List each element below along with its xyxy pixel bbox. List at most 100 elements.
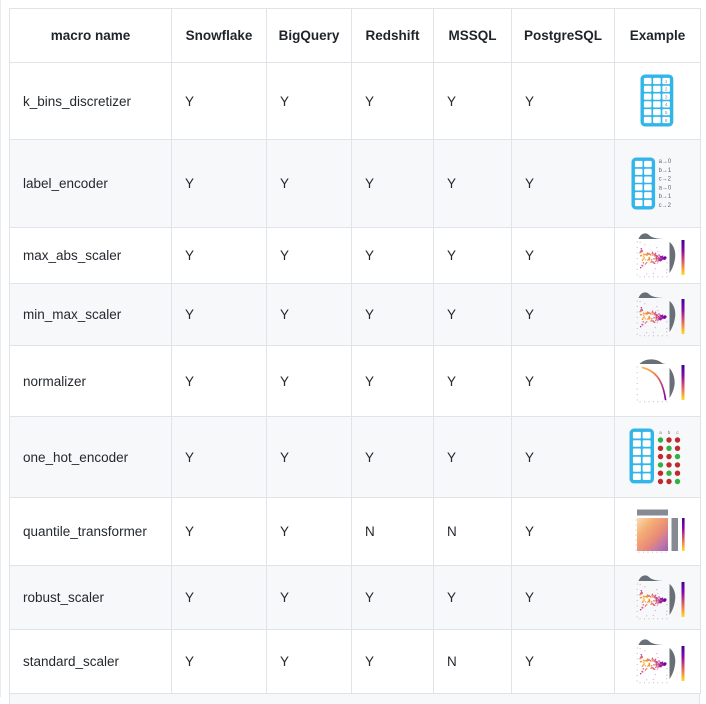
table-row-quantile_transformer: quantile_transformer Y Y N N Y bbox=[9, 497, 701, 566]
bigquery-support-cell: Y bbox=[266, 283, 352, 346]
bigquery-support-cell: Y bbox=[266, 497, 352, 566]
redshift-support-cell: Y bbox=[351, 565, 434, 630]
table-row-standard_scaler: standard_scaler Y Y Y N Y bbox=[9, 629, 701, 694]
example-cell bbox=[614, 345, 701, 417]
macro-name-cell: min_max_scaler bbox=[9, 283, 172, 346]
mssql-support-cell: Y bbox=[433, 416, 512, 498]
snowflake-support-cell: Y bbox=[171, 497, 267, 566]
macro-support-table: macro name Snowflake BigQuery Redshift MSSQL… bbox=[9, 8, 701, 694]
svg-text:2: 2 bbox=[665, 87, 668, 93]
svg-text:b: b bbox=[667, 430, 670, 435]
example-cell bbox=[614, 565, 701, 630]
bigquery-support-cell: Y bbox=[266, 416, 352, 498]
macro-name-cell: max_abs_scaler bbox=[9, 227, 172, 284]
bigquery-support-cell: Y bbox=[266, 565, 352, 630]
example-cell: a→0 b→1 c→2 a→0 b→1 c→2 bbox=[614, 139, 701, 228]
snowflake-support-cell: Y bbox=[171, 565, 267, 630]
uniform-heatmap-icon bbox=[616, 507, 700, 557]
bigquery-support-cell: Y bbox=[266, 62, 352, 140]
svg-text:c→2: c→2 bbox=[658, 176, 671, 182]
table-row-normalizer: normalizer Y Y Y Y Y bbox=[9, 345, 701, 417]
column-header-redshift: Redshift bbox=[351, 8, 434, 63]
column-header-bigquery: BigQuery bbox=[266, 8, 352, 63]
macro-name-cell: normalizer bbox=[9, 345, 172, 417]
scatter-jointplot-icon bbox=[616, 231, 700, 281]
example-cell bbox=[614, 497, 701, 566]
bigquery-support-cell: Y bbox=[266, 629, 352, 694]
bigquery-support-cell: Y bbox=[266, 345, 352, 417]
bigquery-support-cell: Y bbox=[266, 227, 352, 284]
svg-text:b→1: b→1 bbox=[658, 194, 671, 200]
snowflake-support-cell: Y bbox=[171, 227, 267, 284]
redshift-support-cell: Y bbox=[351, 416, 434, 498]
svg-text:3: 3 bbox=[665, 94, 668, 100]
snowflake-support-cell: Y bbox=[171, 139, 267, 228]
example-cell bbox=[614, 629, 701, 694]
postgresql-support-cell: Y bbox=[511, 565, 615, 630]
snowflake-support-cell: Y bbox=[171, 629, 267, 694]
mssql-support-cell: Y bbox=[433, 62, 512, 140]
macro-name-cell: quantile_transformer bbox=[9, 497, 172, 566]
svg-text:a: a bbox=[659, 430, 662, 435]
postgresql-support-cell: Y bbox=[511, 227, 615, 284]
table-row-k_bins_discretizer: k_bins_discretizer Y Y Y Y Y 1 2 3 4 5 6 bbox=[9, 62, 701, 140]
mssql-support-cell: Y bbox=[433, 345, 512, 417]
svg-text:6: 6 bbox=[665, 118, 668, 124]
scatter-jointplot-icon bbox=[616, 637, 700, 687]
mssql-support-cell: Y bbox=[433, 283, 512, 346]
mssql-support-cell: Y bbox=[433, 227, 512, 284]
snowflake-support-cell: Y bbox=[171, 416, 267, 498]
postgresql-support-cell: Y bbox=[511, 629, 615, 694]
macro-name-cell: standard_scaler bbox=[9, 629, 172, 694]
mssql-support-cell: N bbox=[433, 629, 512, 694]
table-row-robust_scaler: robust_scaler Y Y Y Y Y bbox=[9, 565, 701, 630]
column-header-name: macro name bbox=[9, 8, 172, 63]
postgresql-support-cell: Y bbox=[511, 497, 615, 566]
snowflake-support-cell: Y bbox=[171, 283, 267, 346]
snowflake-support-cell: Y bbox=[171, 345, 267, 417]
redshift-support-cell: Y bbox=[351, 227, 434, 284]
bigquery-support-cell: Y bbox=[266, 139, 352, 228]
redshift-support-cell: Y bbox=[351, 345, 434, 417]
svg-text:b→1: b→1 bbox=[658, 167, 671, 173]
mssql-support-cell: Y bbox=[433, 565, 512, 630]
scatter-jointplot-icon bbox=[616, 573, 700, 623]
column-header-snowflake: Snowflake bbox=[171, 8, 267, 63]
svg-text:1: 1 bbox=[665, 79, 668, 85]
table-row-min_max_scaler: min_max_scaler Y Y Y Y Y bbox=[9, 283, 701, 346]
snowflake-support-cell: Y bbox=[171, 62, 267, 140]
svg-text:c→2: c→2 bbox=[658, 203, 671, 209]
postgresql-support-cell: Y bbox=[511, 416, 615, 498]
redshift-support-cell: N bbox=[351, 497, 434, 566]
macro-name-cell: label_encoder bbox=[9, 139, 172, 228]
example-cell bbox=[614, 227, 701, 284]
redshift-support-cell: Y bbox=[351, 283, 434, 346]
scatter-jointplot-icon bbox=[616, 290, 700, 340]
mssql-support-cell: N bbox=[433, 497, 512, 566]
table-header: macro name Snowflake BigQuery Redshift MSSQL… bbox=[9, 8, 701, 63]
svg-text:5: 5 bbox=[665, 110, 668, 116]
macro-name-cell: robust_scaler bbox=[9, 565, 172, 630]
postgresql-support-cell: Y bbox=[511, 345, 615, 417]
macro-name-cell: one_hot_encoder bbox=[9, 416, 172, 498]
redshift-support-cell: Y bbox=[351, 139, 434, 228]
svg-text:a→0: a→0 bbox=[658, 159, 671, 165]
column-header-example: Example bbox=[614, 8, 701, 63]
column-header-postgresql: PostgreSQL bbox=[511, 8, 615, 63]
table-row-max_abs_scaler: max_abs_scaler Y Y Y Y Y bbox=[9, 227, 701, 284]
postgresql-support-cell: Y bbox=[511, 139, 615, 228]
mssql-support-cell: Y bbox=[433, 139, 512, 228]
redshift-support-cell: Y bbox=[351, 62, 434, 140]
table-wrap: macro name Snowflake BigQuery Redshift MSSQL… bbox=[9, 8, 701, 704]
example-cell bbox=[614, 283, 701, 346]
svg-text:c: c bbox=[676, 430, 679, 435]
postgresql-support-cell: Y bbox=[511, 283, 615, 346]
postgresql-support-cell: Y bbox=[511, 62, 615, 140]
svg-text:a→0: a→0 bbox=[658, 185, 671, 191]
redshift-support-cell: Y bbox=[351, 629, 434, 694]
